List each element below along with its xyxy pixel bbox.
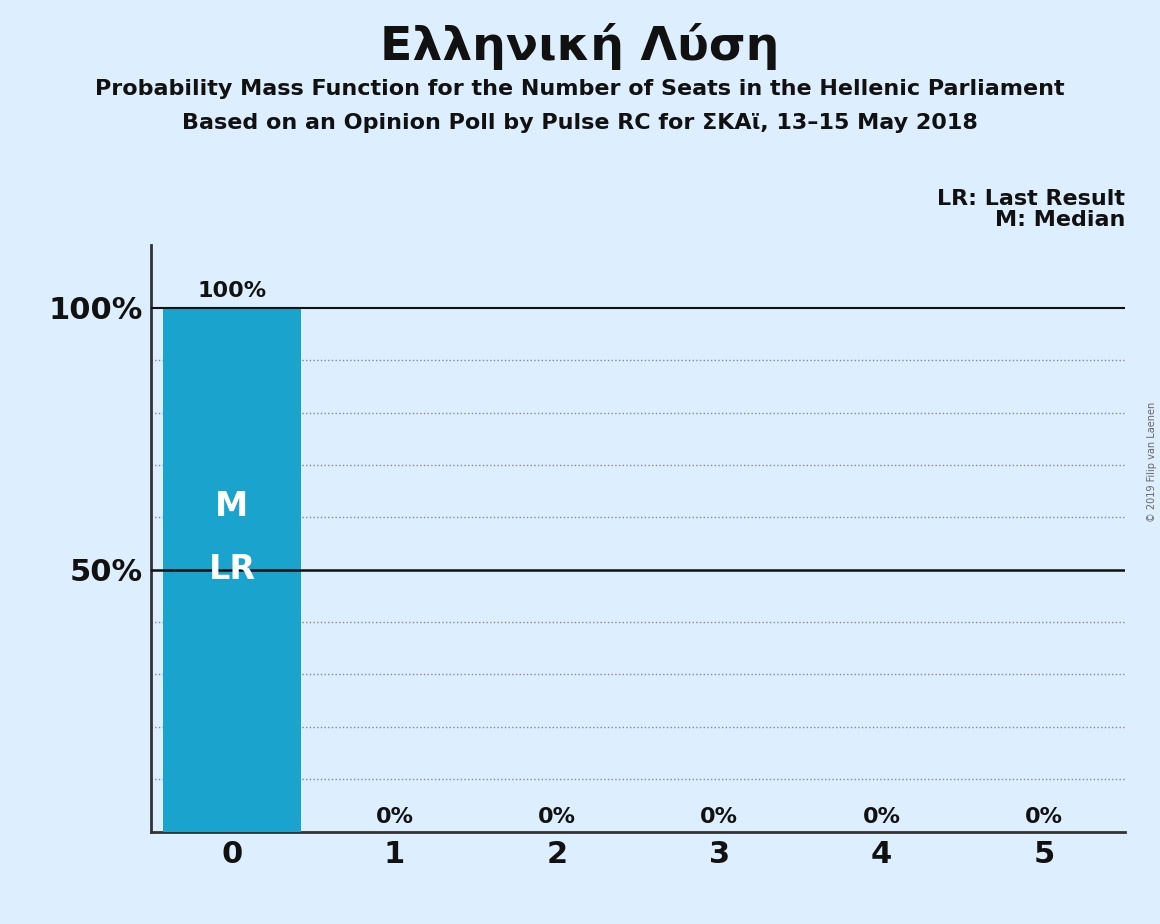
Text: Based on an Opinion Poll by Pulse RC for ΣΚΑϊ, 13–15 May 2018: Based on an Opinion Poll by Pulse RC for… [182, 113, 978, 133]
Text: 100%: 100% [197, 282, 267, 301]
Text: 0%: 0% [701, 808, 738, 827]
Text: M: Median: M: Median [995, 210, 1125, 230]
Text: 0%: 0% [376, 808, 413, 827]
Text: 0%: 0% [538, 808, 575, 827]
Text: M: M [216, 491, 248, 523]
Text: LR: Last Result: LR: Last Result [937, 189, 1125, 209]
Text: 0%: 0% [1025, 808, 1063, 827]
Bar [162, 308, 302, 832]
Text: Probability Mass Function for the Number of Seats in the Hellenic Parliament: Probability Mass Function for the Number… [95, 79, 1065, 99]
Text: LR: LR [209, 553, 255, 586]
Text: © 2019 Filip van Laenen: © 2019 Filip van Laenen [1147, 402, 1157, 522]
Text: 0%: 0% [863, 808, 900, 827]
Text: Ελληνική Λύση: Ελληνική Λύση [380, 23, 780, 70]
